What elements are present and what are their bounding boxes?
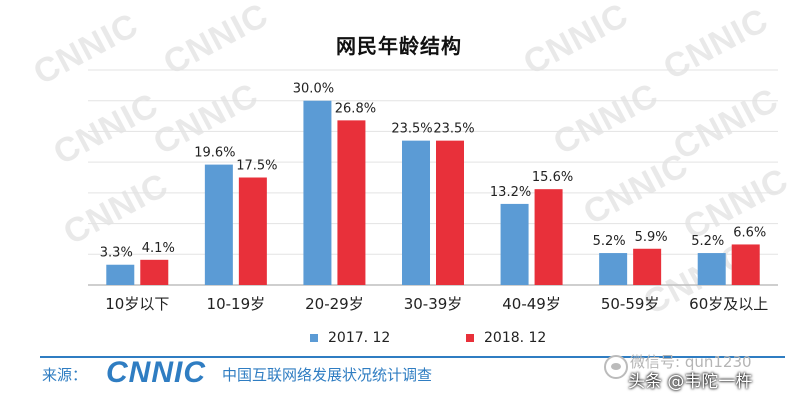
x-tick-label: 40-49岁 xyxy=(502,295,561,313)
legend-item-2017: 2017. 12 xyxy=(310,330,390,346)
data-label: 19.6% xyxy=(194,146,235,161)
bar xyxy=(731,244,760,285)
x-tick-label: 10-19岁 xyxy=(207,295,266,313)
source-org-name: 中国互联网络发展状况统计调查 xyxy=(222,366,433,384)
chart-title: 网民年龄结构 xyxy=(336,34,462,58)
bar xyxy=(238,177,267,285)
bar xyxy=(337,120,366,285)
data-label: 23.5% xyxy=(433,122,474,137)
data-label: 15.6% xyxy=(532,170,573,185)
data-label: 3.3% xyxy=(100,246,133,261)
bar xyxy=(204,164,233,285)
bar xyxy=(599,253,628,285)
legend-swatch xyxy=(466,334,474,342)
wechat-icon xyxy=(604,355,628,379)
bar xyxy=(633,248,662,285)
bar xyxy=(140,259,169,285)
legend-label: 2018. 12 xyxy=(484,330,547,346)
x-tick-label: 50-59岁 xyxy=(601,295,660,313)
bar xyxy=(500,203,529,285)
data-label: 4.1% xyxy=(142,241,175,256)
legend-label: 2017. 12 xyxy=(328,330,391,346)
data-label: 30.0% xyxy=(293,82,334,97)
legend-item-2018: 2018. 12 xyxy=(466,330,546,346)
wechat-id-watermark: 微信号: qun1230 xyxy=(630,353,752,371)
data-label: 6.6% xyxy=(733,225,766,240)
data-label: 5.2% xyxy=(691,234,724,249)
x-tick-label: 10岁以下 xyxy=(105,295,169,313)
x-tick-label: 30-39岁 xyxy=(404,295,463,313)
bar xyxy=(697,253,726,285)
data-label: 26.8% xyxy=(335,101,376,116)
data-label: 5.2% xyxy=(593,234,626,249)
source-label: 来源： xyxy=(42,366,88,384)
bar xyxy=(303,100,332,285)
data-label: 13.2% xyxy=(490,185,531,200)
legend-swatch xyxy=(310,334,318,342)
bar xyxy=(106,264,135,285)
data-label: 5.9% xyxy=(635,230,668,245)
footer-divider xyxy=(40,356,785,358)
cnnic-logo: CNNIC xyxy=(106,356,206,389)
x-tick-label: 60岁及以上 xyxy=(689,295,768,313)
data-label: 17.5% xyxy=(236,159,277,174)
toutiao-watermark: 头条 @韦陀一杵 xyxy=(628,372,753,392)
data-label: 23.5% xyxy=(391,122,432,137)
x-tick-label: 20-29岁 xyxy=(305,295,364,313)
bar xyxy=(534,189,563,285)
bar xyxy=(436,140,464,285)
bar xyxy=(402,140,430,285)
